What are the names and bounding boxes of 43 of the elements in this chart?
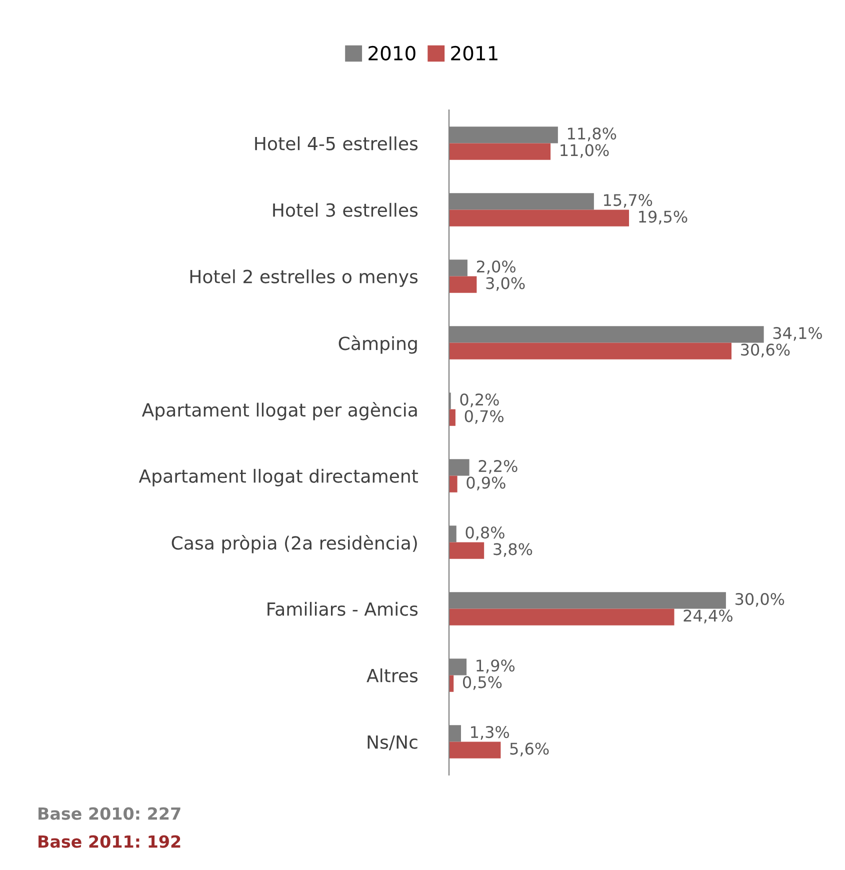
data-label: 3,8% — [494, 543, 532, 557]
data-label: 15,7% — [604, 194, 652, 208]
data-label: 0,5% — [463, 676, 502, 690]
bar — [449, 143, 551, 160]
y-tick-label: Hotel 4-5 estrelles — [255, 136, 418, 150]
data-label: 24,4% — [684, 610, 732, 624]
y-tick-label: Casa pròpia (2a residència) — [172, 535, 417, 554]
bar — [449, 476, 458, 492]
bar — [449, 742, 501, 758]
data-label: 1,3% — [471, 726, 510, 740]
data-label: 0,8% — [466, 526, 504, 540]
data-label: 2,2% — [478, 460, 518, 474]
data-label: 34,1% — [773, 326, 822, 341]
text: Base 2010: 227 — [38, 807, 180, 820]
data-label: 0,9% — [466, 476, 506, 490]
bar — [449, 342, 732, 360]
bar — [449, 608, 674, 626]
text: Base 2011: 192 — [38, 835, 180, 848]
bar — [449, 542, 484, 559]
data-label: 0,7% — [464, 410, 504, 424]
bar — [449, 210, 630, 226]
y-tick-label: Hotel 3 estrelles — [273, 202, 418, 217]
data-label: 30,0% — [736, 592, 784, 607]
data-label: 5,6% — [510, 742, 549, 756]
bar — [449, 409, 456, 426]
y-tick-label: Apartament llogat directament — [138, 468, 418, 486]
data-label: 1,9% — [476, 659, 515, 674]
data-label: 3,0% — [486, 277, 525, 291]
legend-label: 2011 — [451, 46, 498, 61]
data-label: 0,2% — [460, 393, 499, 408]
y-tick-label: Apartament llogat per agència — [142, 402, 417, 420]
bar — [449, 276, 477, 293]
y-tick-label: Altres — [366, 668, 418, 682]
data-label: 30,6% — [741, 344, 790, 358]
y-tick-label: Càmping — [338, 336, 417, 354]
data-label: 2,0% — [476, 260, 516, 274]
y-tick-label: Hotel 2 estrelles o menys — [190, 269, 418, 287]
y-tick-label: Ns/Nc — [368, 735, 418, 750]
data-label: 11,8% — [568, 127, 616, 142]
legend-label: 2010 — [368, 46, 416, 61]
data-label: 19,5% — [639, 210, 688, 224]
y-tick-label: Familiars - Amics — [268, 602, 418, 616]
data-label: 11,0% — [560, 144, 609, 158]
